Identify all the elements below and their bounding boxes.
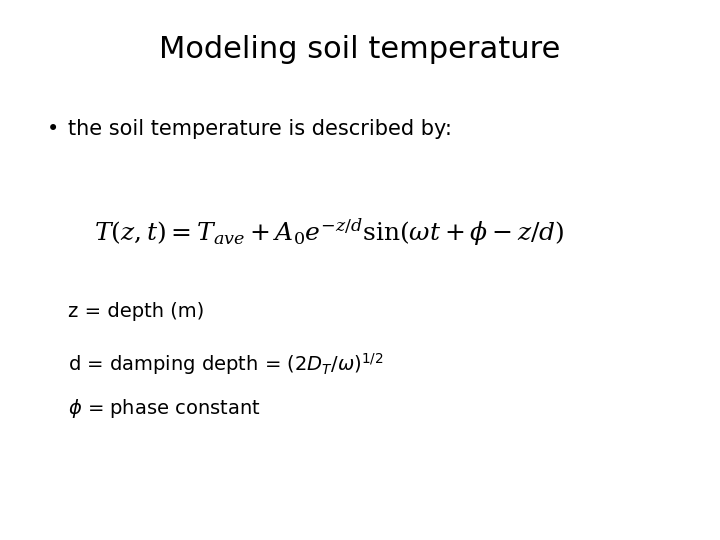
Text: •: • <box>47 119 59 139</box>
Text: the soil temperature is described by:: the soil temperature is described by: <box>68 119 452 139</box>
Text: $T(z,t)= T_{ave} + A_0 e^{-z/d} \sin(\omega t + \phi - z/d)$: $T(z,t)= T_{ave} + A_0 e^{-z/d} \sin(\om… <box>94 216 564 247</box>
Text: d = damping depth = $(2D_T/\omega)^{1/2}$: d = damping depth = $(2D_T/\omega)^{1/2}… <box>68 351 384 377</box>
Text: z = depth (m): z = depth (m) <box>68 302 204 321</box>
Text: $\phi$ = phase constant: $\phi$ = phase constant <box>68 397 261 420</box>
Text: Modeling soil temperature: Modeling soil temperature <box>159 35 561 64</box>
